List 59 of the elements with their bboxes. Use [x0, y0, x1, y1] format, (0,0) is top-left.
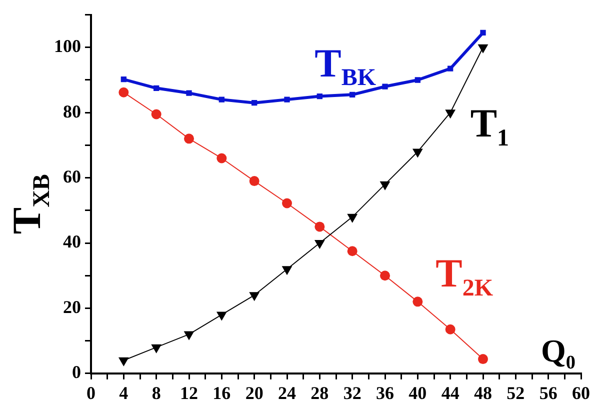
- point: [382, 84, 388, 90]
- point: [412, 296, 423, 307]
- point: [218, 96, 224, 102]
- point: [184, 331, 194, 340]
- point: [118, 87, 129, 98]
- y-tick-label: 40: [63, 232, 81, 252]
- point: [412, 148, 423, 158]
- x-tick-label: 24: [278, 382, 296, 403]
- point: [186, 90, 192, 96]
- point: [445, 110, 456, 119]
- x-tick-label: 44: [441, 382, 460, 403]
- point: [314, 222, 325, 232]
- point: [478, 44, 488, 54]
- point: [249, 176, 260, 186]
- point: [282, 198, 292, 208]
- y-tick-label: 80: [63, 101, 81, 122]
- x-tick-label: 60: [572, 382, 590, 403]
- point: [184, 134, 194, 144]
- y-tick-label: 0: [72, 362, 81, 382]
- point: [118, 357, 129, 366]
- x-tick-label: 48: [474, 382, 492, 403]
- x-tick-label: 20: [245, 382, 264, 403]
- point: [414, 77, 420, 83]
- x-tick-label: 28: [310, 382, 329, 403]
- point: [448, 66, 454, 72]
- point: [314, 240, 325, 249]
- point: [350, 92, 356, 98]
- x-tick-label: 36: [376, 382, 394, 403]
- point: [120, 76, 126, 82]
- x-tick-label: 52: [506, 382, 525, 403]
- x-tick-label: 56: [539, 382, 558, 403]
- y-tick-label: 20: [63, 296, 81, 317]
- x-tick-label: 0: [86, 382, 96, 403]
- point: [216, 312, 227, 321]
- y-tick-label: 100: [54, 36, 81, 56]
- point: [284, 96, 290, 102]
- point: [380, 270, 390, 281]
- y-axis-title: TXB: [4, 174, 55, 234]
- point: [445, 324, 456, 334]
- point: [347, 214, 358, 223]
- point: [282, 266, 292, 276]
- y-tick-label: 60: [63, 166, 81, 186]
- point: [151, 344, 162, 354]
- x-tick-label: 8: [152, 382, 161, 403]
- point: [216, 153, 227, 164]
- point: [480, 30, 486, 36]
- point: [252, 100, 258, 106]
- x-tick-label: 4: [119, 382, 128, 403]
- point: [380, 181, 390, 190]
- x-tick-label: 12: [180, 382, 198, 403]
- x-tick-label: 40: [408, 382, 427, 403]
- point: [316, 93, 322, 100]
- point: [154, 85, 160, 91]
- point: [151, 109, 162, 120]
- x-tick-label: 16: [212, 382, 231, 403]
- point: [249, 292, 260, 302]
- x-tick-label: 32: [343, 382, 362, 403]
- point: [347, 246, 358, 256]
- point: [478, 354, 488, 364]
